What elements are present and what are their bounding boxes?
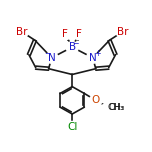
Text: Cl: Cl [67, 122, 77, 132]
Text: .: . [66, 31, 70, 44]
Ellipse shape [59, 29, 72, 40]
Text: −: − [72, 39, 79, 48]
Ellipse shape [73, 29, 85, 40]
Text: Br: Br [117, 27, 128, 37]
Text: Br: Br [16, 27, 28, 37]
Ellipse shape [116, 26, 129, 37]
Ellipse shape [100, 104, 116, 110]
Text: F: F [62, 29, 68, 39]
Text: F: F [76, 29, 82, 39]
Ellipse shape [45, 52, 58, 63]
Ellipse shape [66, 121, 79, 132]
Ellipse shape [89, 95, 102, 106]
Ellipse shape [16, 26, 28, 37]
Text: +: + [94, 49, 101, 58]
Text: O: O [92, 95, 100, 105]
Text: CH₃: CH₃ [109, 103, 125, 112]
Text: −: − [44, 49, 50, 58]
Ellipse shape [66, 42, 79, 53]
Text: B: B [69, 42, 76, 52]
Text: .: . [76, 31, 79, 44]
Text: N: N [89, 53, 97, 63]
Text: CH₃: CH₃ [108, 103, 124, 112]
Ellipse shape [86, 52, 99, 63]
Text: N: N [48, 53, 55, 63]
